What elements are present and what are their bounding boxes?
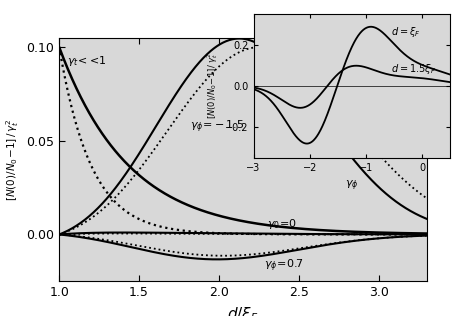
X-axis label: $\gamma_\phi$: $\gamma_\phi$	[345, 179, 359, 193]
Text: $\gamma_\phi\!=\!-1.5$: $\gamma_\phi\!=\!-1.5$	[190, 119, 245, 136]
Y-axis label: $[N(0)/N_0\!-\!1]\,/\,\gamma_t^2$: $[N(0)/N_0\!-\!1]\,/\,\gamma_t^2$	[205, 53, 219, 119]
Text: $\gamma_t\!<\!<\!1$: $\gamma_t\!<\!<\!1$	[67, 54, 107, 68]
Text: $d=\xi_F$: $d=\xi_F$	[391, 25, 421, 39]
Text: $\gamma_0\!=\!0$: $\gamma_0\!=\!0$	[267, 217, 297, 231]
X-axis label: $d/\xi_F$: $d/\xi_F$	[227, 305, 259, 316]
Text: $\gamma_\phi\!=\!0.7$: $\gamma_\phi\!=\!0.7$	[264, 258, 304, 274]
Y-axis label: $[N(0)/N_0\!-\!1]\,/\,\gamma_t^2$: $[N(0)/N_0\!-\!1]\,/\,\gamma_t^2$	[4, 118, 21, 201]
Text: $d=1.5\xi_F$: $d=1.5\xi_F$	[391, 62, 437, 76]
